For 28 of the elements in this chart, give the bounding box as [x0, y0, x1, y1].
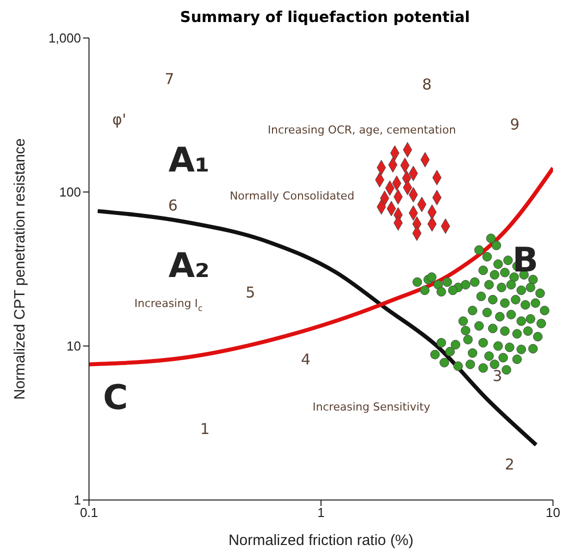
- chart-title: Summary of liquefaction potential: [179, 8, 471, 26]
- annotation: Increasing I$_{c}$: [134, 296, 203, 314]
- annotation: Increasing OCR, age, cementation: [268, 123, 456, 136]
- annotation: 4: [301, 350, 311, 368]
- annotation: 2: [504, 456, 514, 474]
- annotation: A₂: [168, 246, 210, 286]
- annotation: 7: [164, 70, 174, 88]
- annotation: A₁: [168, 140, 210, 181]
- y-tick-label: 10: [66, 338, 81, 354]
- annotation: Normally Consolidated: [230, 188, 354, 202]
- x-tick-label: 1: [317, 505, 325, 520]
- annotation: B: [512, 240, 538, 280]
- annotation: 9: [510, 116, 520, 134]
- annotation: 5: [246, 284, 256, 302]
- y-axis-title: Normalized CPT penetration resistance: [11, 138, 28, 400]
- y-tick-label: 1,000: [48, 30, 81, 46]
- annotation: Increasing Sensitivity: [312, 400, 431, 413]
- x-tick-label: 10: [546, 505, 560, 520]
- annotation: 3: [492, 366, 502, 385]
- annotation: 8: [422, 75, 432, 94]
- x-tick-label: 0.1: [80, 505, 98, 520]
- annotation: φ': [112, 110, 126, 129]
- annotation: 6: [168, 196, 178, 214]
- y-tick-label: 1: [74, 492, 81, 508]
- annotation: C: [102, 378, 128, 418]
- x-axis-title: Normalized friction ratio (%): [228, 532, 414, 549]
- annotation: 1: [200, 420, 210, 438]
- y-tick-label: 100: [59, 184, 81, 200]
